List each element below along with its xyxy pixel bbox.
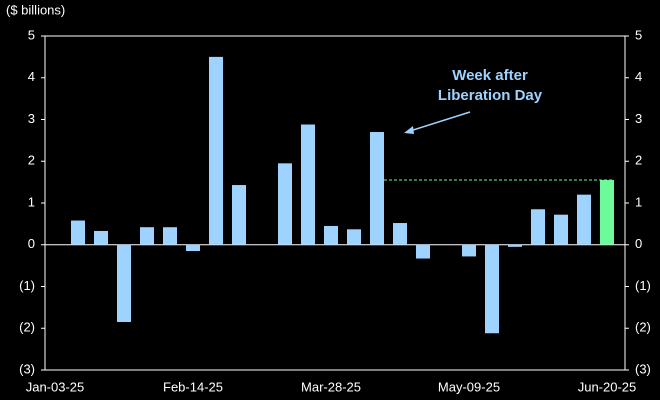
bar <box>600 180 614 245</box>
bar <box>347 229 361 245</box>
y2-tick-label: 3 <box>635 111 642 126</box>
annotation-text: Liberation Day <box>438 87 543 104</box>
y2-tick-label: (3) <box>635 361 651 376</box>
bar <box>186 244 200 252</box>
y2-tick-label: (2) <box>635 320 651 335</box>
y2-tick-label: (1) <box>635 278 651 293</box>
y-tick-label: (1) <box>19 278 35 293</box>
x-tick-label: Feb-14-25 <box>163 379 223 394</box>
bar <box>554 214 568 245</box>
bar <box>485 244 499 334</box>
bar <box>324 225 338 245</box>
y-tick-label: 0 <box>28 236 35 251</box>
y2-tick-label: 1 <box>635 194 642 209</box>
bar <box>370 132 384 245</box>
bar <box>232 185 246 245</box>
x-tick-label: Jun-20-25 <box>578 379 637 394</box>
annotation-arrowhead <box>404 126 414 134</box>
bar <box>577 194 591 245</box>
y-tick-label: (2) <box>19 320 35 335</box>
y-axis-label: ($ billions) <box>6 2 65 17</box>
bar <box>163 227 177 245</box>
y-tick-label: (3) <box>19 361 35 376</box>
bar <box>531 209 545 245</box>
bar <box>416 244 430 259</box>
y2-tick-label: 2 <box>635 153 642 168</box>
annotation-text: Week after <box>452 67 528 84</box>
y-tick-label: 1 <box>28 194 35 209</box>
bar <box>94 230 108 245</box>
y-tick-label: 4 <box>28 69 35 84</box>
x-tick-label: Mar-28-25 <box>301 379 361 394</box>
x-tick-label: Jan-03-25 <box>26 379 85 394</box>
bar <box>301 124 315 245</box>
bar <box>393 223 407 245</box>
y-tick-label: 2 <box>28 153 35 168</box>
bar <box>140 227 154 245</box>
bar <box>71 220 85 245</box>
bar <box>209 56 223 245</box>
y-tick-label: 3 <box>28 111 35 126</box>
y2-tick-label: 4 <box>635 69 642 84</box>
y2-tick-label: 5 <box>635 27 642 42</box>
bar <box>117 244 131 322</box>
bar <box>462 244 476 257</box>
y-tick-label: 5 <box>28 27 35 42</box>
annotation-arrow <box>409 111 471 132</box>
bar <box>508 244 522 247</box>
bar <box>278 163 292 245</box>
x-tick-label: May-09-25 <box>438 379 500 394</box>
y2-tick-label: 0 <box>635 236 642 251</box>
